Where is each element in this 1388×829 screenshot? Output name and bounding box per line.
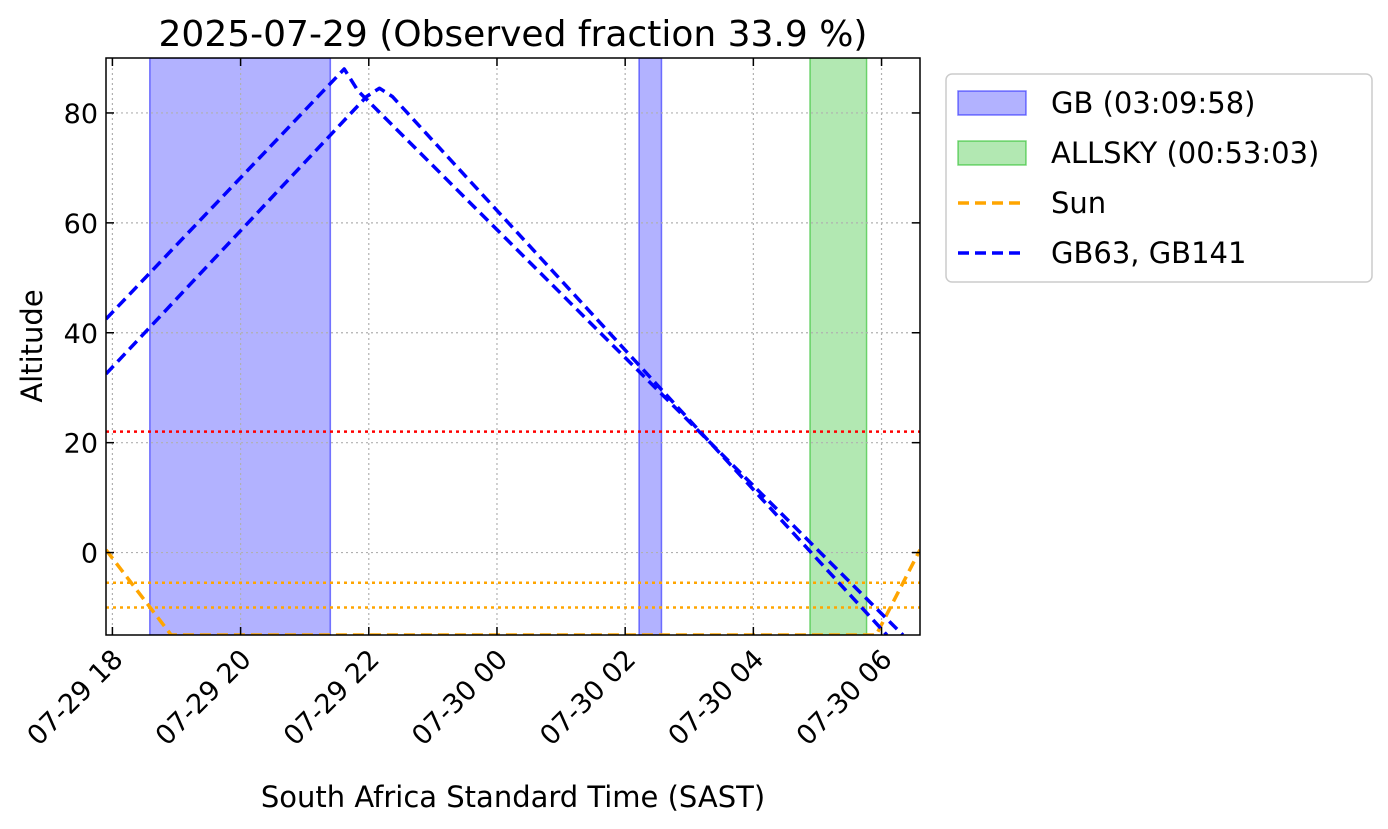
- legend: GB (03:09:58) ALLSKY (00:53:03) Sun GB63, G…: [945, 73, 1373, 283]
- x-tick-label-6: 07-30 06: [791, 644, 899, 752]
- legend-box: [945, 73, 1373, 283]
- series-line-2: [106, 86, 889, 635]
- legend-label-1: ALLSKY (00:53:03): [1051, 136, 1319, 170]
- x-tick-label-1: 07-29 20: [150, 644, 258, 752]
- y-tick-label-0: 0: [81, 539, 98, 570]
- chart-title: 2025-07-29 (Observed fraction 33.9 %): [159, 14, 868, 55]
- series-line-1: [106, 67, 905, 635]
- plot-content: [106, 58, 920, 635]
- legend-label-2: Sun: [1051, 186, 1106, 220]
- legend-swatch-0: [957, 90, 1027, 116]
- span-allsky-2: [809, 58, 868, 635]
- y-tick-label-2: 40: [64, 319, 98, 350]
- x-tick-label-3: 07-30 00: [406, 644, 514, 752]
- legend-label-3: GB63, GB141: [1051, 236, 1246, 270]
- x-tick-label-4: 07-30 02: [534, 644, 642, 752]
- legend-label-0: GB (03:09:58): [1051, 86, 1255, 120]
- x-tick-label-2: 07-29 22: [278, 644, 386, 752]
- y-axis-label: Altitude: [15, 289, 49, 402]
- span-gb-1: [638, 58, 663, 635]
- series-line-0: [106, 548, 920, 635]
- plot-area: [106, 58, 920, 635]
- y-tick-label-4: 80: [64, 99, 98, 130]
- x-axis-label: South Africa Standard Time (SAST): [261, 780, 765, 814]
- y-tick-label-1: 20: [64, 429, 98, 460]
- x-tick-label-5: 07-30 04: [663, 644, 771, 752]
- y-tick-label-3: 60: [64, 209, 98, 240]
- x-tick-label-0: 07-29 18: [22, 644, 130, 752]
- legend-swatch-1: [957, 140, 1027, 166]
- plot-frame: [105, 57, 921, 636]
